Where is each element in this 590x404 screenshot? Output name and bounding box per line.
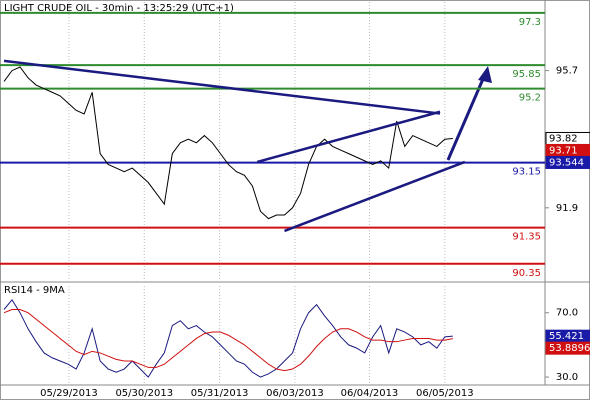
series-line xyxy=(3,66,453,220)
trend-line xyxy=(284,160,466,233)
price-marker-label: 93.82 xyxy=(549,133,578,144)
trend-line xyxy=(256,110,441,164)
level-label: 97.3 xyxy=(519,17,541,28)
level-label: 95.2 xyxy=(519,93,541,104)
series-line xyxy=(3,308,453,372)
chart-title: LIGHT CRUDE OIL - 30min - 13:25:29 (UTC+… xyxy=(4,3,234,14)
x-tick-label: 05/30/2013 xyxy=(115,388,173,399)
y-tick-label: 70.0 xyxy=(556,308,578,319)
price-marker-label: 93.71 xyxy=(549,145,578,156)
arrow-head xyxy=(478,66,492,83)
price-marker-label: 55.421 xyxy=(549,331,584,342)
x-tick-label: 05/29/2013 xyxy=(40,388,98,399)
x-tick-label: 06/03/2013 xyxy=(266,388,324,399)
level-label: 95.85 xyxy=(512,69,541,80)
x-tick-label: 05/31/2013 xyxy=(191,388,249,399)
price-marker xyxy=(545,155,590,169)
y-tick-label: 30.0 xyxy=(556,372,578,383)
price-marker-label: 93.544 xyxy=(549,157,584,168)
price-marker-label: 53.8896 xyxy=(549,343,590,354)
x-tick-label: 06/04/2013 xyxy=(341,388,399,399)
series-line xyxy=(3,298,453,378)
y-tick-label: 91.9 xyxy=(556,203,578,214)
y-tick-label: 95.7 xyxy=(556,66,578,77)
panel-title: RSI14 - 9MA xyxy=(4,285,65,296)
x-tick-label: 06/05/2013 xyxy=(416,388,474,399)
trend-line xyxy=(3,59,441,115)
price-marker xyxy=(545,341,590,355)
level-label: 93.15 xyxy=(512,167,541,178)
forecast-arrow xyxy=(446,71,488,161)
level-label: 91.35 xyxy=(512,232,541,243)
level-label: 90.35 xyxy=(512,268,541,279)
